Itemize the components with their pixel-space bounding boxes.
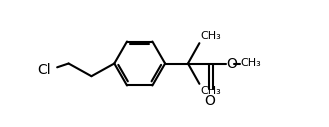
Text: Cl: Cl xyxy=(37,63,51,77)
Text: O: O xyxy=(205,94,215,108)
Text: CH₃: CH₃ xyxy=(201,31,221,41)
Text: O: O xyxy=(227,57,238,70)
Text: CH₃: CH₃ xyxy=(201,86,221,96)
Text: CH₃: CH₃ xyxy=(241,59,262,68)
